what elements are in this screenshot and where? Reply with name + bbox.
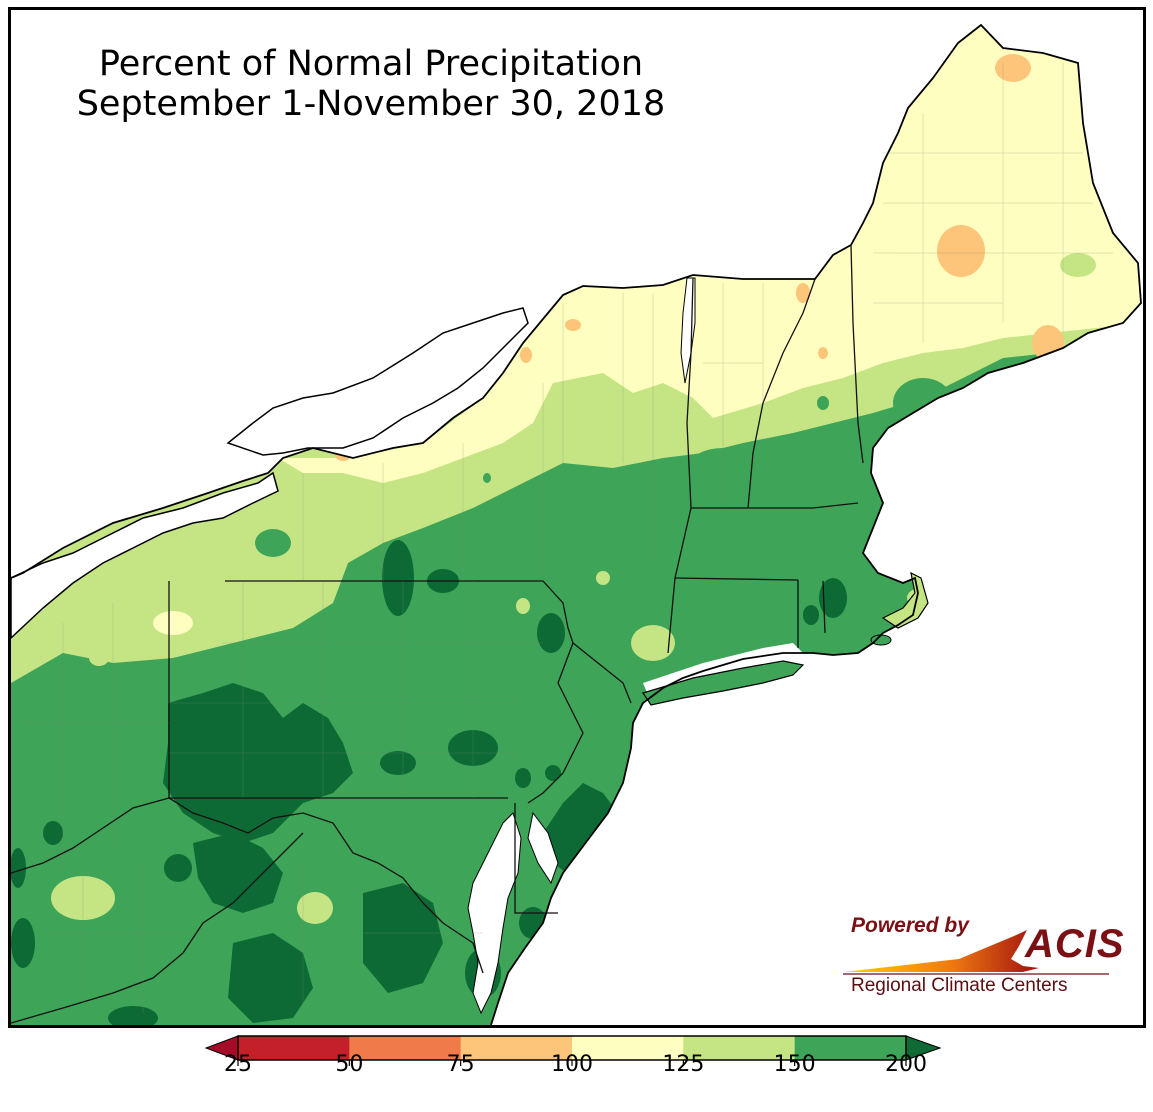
region-125-150 [1060, 253, 1096, 277]
region-over-200 [43, 821, 63, 845]
ct-ma-border [674, 577, 799, 581]
region-125-150 [631, 625, 675, 661]
colorbar-tick-label: 200 [885, 1052, 927, 1077]
region-over-200 [108, 1006, 158, 1025]
powered-by-text: Powered by [851, 914, 969, 937]
long-island [642, 660, 805, 706]
region-75-100 [520, 347, 532, 363]
delaware-bay [527, 811, 559, 885]
region-125-150 [89, 650, 109, 666]
region-over-200 [537, 613, 565, 653]
region-75-100 [937, 225, 985, 277]
county-boundaries [23, 63, 1113, 1013]
colorbar-tick-label: 25 [224, 1052, 252, 1077]
colorbar-bin [238, 1036, 350, 1060]
region-over-200 [803, 605, 819, 625]
ma-ny-border [674, 507, 692, 579]
title-line-2: September 1-November 30, 2018 [76, 84, 666, 124]
ma-north-border [691, 502, 859, 509]
region-over-200 [515, 768, 531, 788]
colorbar-bin [349, 1036, 462, 1060]
region-over-200 [11, 848, 26, 888]
lake-ontario [226, 307, 529, 456]
region-100-125 [153, 611, 193, 635]
vt-ny-border [686, 277, 694, 509]
wv-va-border [11, 832, 304, 1024]
region-over-200 [228, 933, 313, 1023]
region-over-200 [164, 854, 192, 882]
state-boundaries [11, 244, 864, 1024]
acis-logo: Powered by ACIS Regional Climate Centers [839, 914, 1129, 1002]
ny-ct-border [667, 577, 676, 654]
colorbar-tick-label: 125 [662, 1052, 705, 1077]
pa-nj-border [527, 642, 584, 804]
region-over-200 [545, 765, 561, 781]
nantucket [870, 634, 892, 646]
pa-ny-border [225, 580, 574, 644]
nj-ny-border [572, 642, 632, 704]
region-150-200 [688, 448, 758, 488]
region-75-100 [796, 283, 810, 303]
region-75-100 [1032, 325, 1064, 361]
colorbar-tick-label: 100 [551, 1052, 593, 1077]
precipitation-map [11, 23, 1142, 1025]
region-over-200 [382, 540, 414, 616]
region-150-200 [817, 396, 829, 410]
region-125-150 [51, 876, 115, 920]
vt-nh-border [747, 278, 816, 509]
md-de-border [514, 803, 558, 914]
region-over-200 [380, 751, 416, 775]
va-md-border [422, 902, 484, 974]
region-75-100 [565, 319, 581, 331]
region-125-150 [516, 598, 530, 614]
acis-swoosh-graphic [843, 930, 1109, 975]
region-150-200 [255, 529, 291, 557]
region-100-125 [853, 183, 1013, 323]
rcc-subtitle: Regional Climate Centers [851, 975, 1068, 996]
chesapeake-bay [467, 812, 522, 1015]
region-125-150 [596, 571, 610, 585]
region-over-200 [193, 833, 283, 913]
region-150-200 [483, 473, 491, 483]
region-125-150 [297, 892, 333, 924]
colorbar-tick-label: 150 [773, 1052, 816, 1077]
region-over-200 [363, 883, 443, 993]
region-over-200 [819, 578, 847, 618]
wv-border [11, 797, 424, 904]
colorbar-tick-label: 50 [335, 1052, 364, 1077]
region-75-100 [995, 54, 1031, 82]
map-panel: Percent of Normal Precipitation Septembe… [8, 7, 1146, 1028]
nh-me-border [850, 244, 864, 464]
region-over-200 [163, 683, 353, 843]
ri-east-border [822, 580, 826, 634]
lake-erie [11, 471, 279, 640]
map-title: Percent of Normal Precipitation Septembe… [51, 44, 691, 124]
lake-champlain [680, 277, 696, 384]
title-line-1: Percent of Normal Precipitation [98, 44, 644, 84]
acis-brand-text: ACIS [1025, 922, 1125, 966]
region-75-100 [818, 347, 828, 359]
coastline [11, 23, 1142, 1025]
region-over-200 [11, 918, 35, 968]
colorbar-tick-label: 75 [446, 1052, 475, 1077]
region-over-200 [448, 730, 498, 766]
